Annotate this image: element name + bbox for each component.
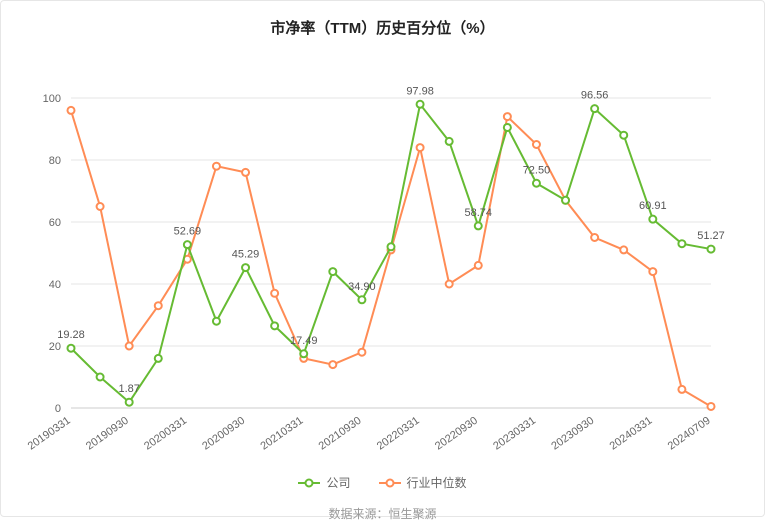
svg-text:20190331: 20190331 (26, 415, 73, 453)
legend-swatch-industry (379, 478, 401, 488)
svg-text:19.28: 19.28 (57, 329, 85, 341)
svg-text:51.27: 51.27 (697, 230, 725, 242)
svg-text:20200331: 20200331 (142, 415, 189, 453)
svg-text:17.49: 17.49 (290, 335, 318, 347)
svg-text:60.91: 60.91 (639, 200, 667, 212)
chart-title: 市净率（TTM）历史百分位（%） (1, 1, 764, 42)
svg-text:100: 100 (43, 93, 61, 105)
legend-label-company: 公司 (326, 474, 350, 491)
svg-text:20220331: 20220331 (375, 415, 422, 453)
svg-text:1.87: 1.87 (118, 383, 139, 395)
svg-text:20210930: 20210930 (317, 415, 364, 453)
svg-text:20190930: 20190930 (84, 415, 131, 453)
svg-text:60: 60 (49, 217, 61, 229)
svg-text:34.90: 34.90 (348, 281, 376, 293)
legend-item-company: 公司 (298, 474, 350, 491)
svg-text:80: 80 (49, 155, 61, 167)
svg-text:20200930: 20200930 (200, 415, 247, 453)
line-chart: 0 20 40 60 80 100 20190331 20190930 20200331 2020… (1, 42, 765, 467)
chart-container: 市净率（TTM）历史百分位（%） 0 20 40 60 80 100 20190331 201… (0, 0, 765, 517)
svg-text:40: 40 (49, 279, 61, 291)
svg-text:20: 20 (49, 341, 61, 353)
svg-text:20210331: 20210331 (258, 415, 305, 453)
svg-text:96.56: 96.56 (581, 90, 609, 102)
chart-legend: 公司 行业中位数 (1, 474, 764, 491)
legend-label-industry: 行业中位数 (407, 474, 467, 491)
svg-text:45.29: 45.29 (232, 249, 260, 261)
svg-text:20240709: 20240709 (666, 415, 713, 453)
svg-text:58.74: 58.74 (465, 207, 493, 219)
svg-text:20230930: 20230930 (549, 415, 596, 453)
svg-text:52.69: 52.69 (174, 226, 202, 238)
legend-swatch-company (298, 478, 320, 488)
legend-item-industry: 行业中位数 (379, 474, 467, 491)
svg-text:20240331: 20240331 (608, 415, 655, 453)
svg-text:20230331: 20230331 (491, 415, 538, 453)
data-source-label: 数据来源：恒生聚源 (1, 505, 764, 522)
svg-text:97.98: 97.98 (406, 85, 434, 97)
svg-text:20220930: 20220930 (433, 415, 480, 453)
svg-text:72.50: 72.50 (523, 164, 551, 176)
svg-text:0: 0 (55, 403, 61, 415)
